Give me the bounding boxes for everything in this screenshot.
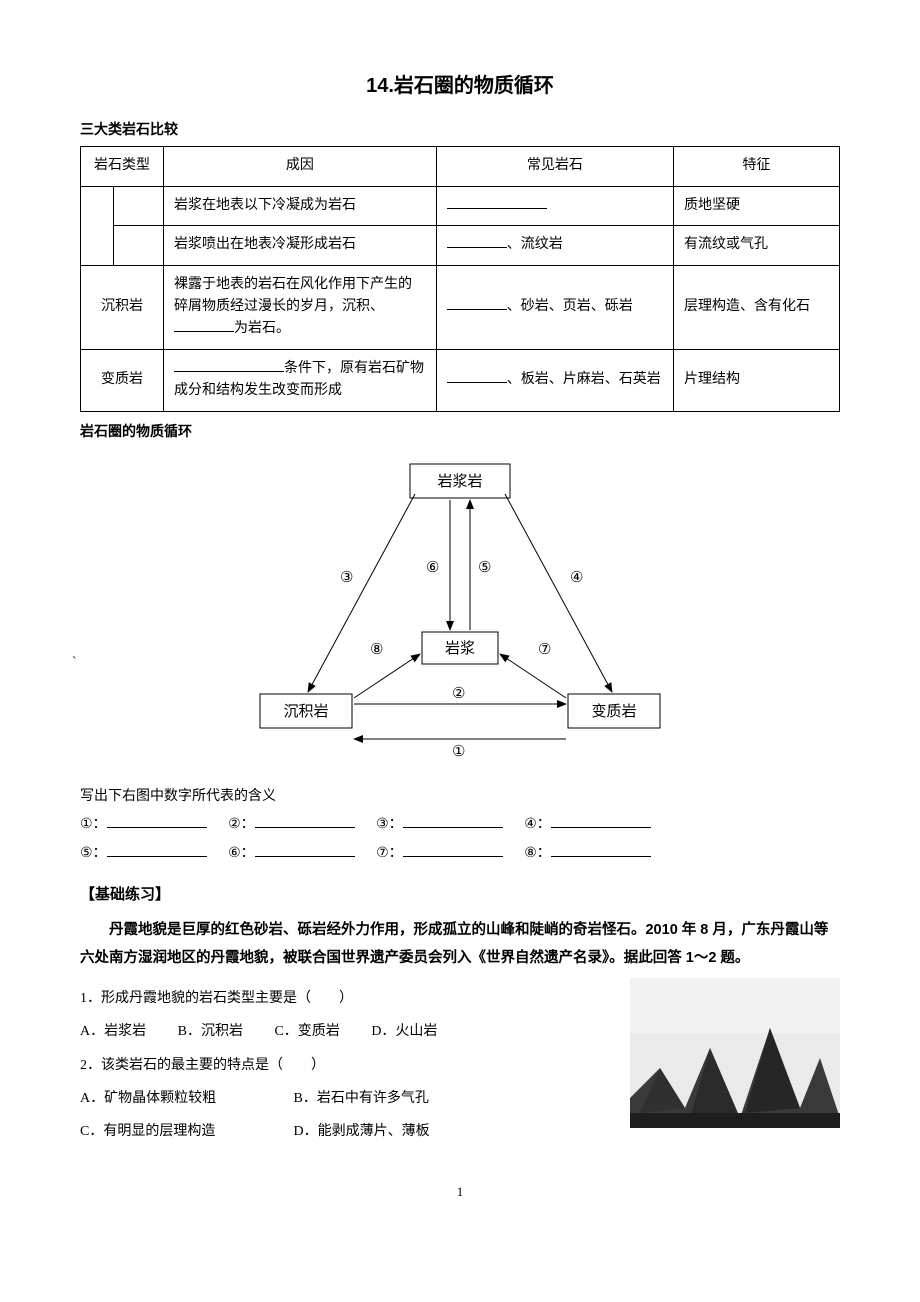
cell-cause-3: 裸露于地表的岩石在风化作用下产生的碎屑物质经过漫长的岁月，沉积、为岩石。: [164, 265, 437, 349]
rock-comparison-table: 岩石类型 成因 常见岩石 特征 岩浆在地表以下冷凝成为岩石 质地坚硬 岩浆喷出在…: [80, 146, 840, 411]
section-rock-cycle: 岩石圈的物质循环: [80, 422, 840, 444]
q2-opt-b[interactable]: B．岩石中有许多气孔: [294, 1086, 504, 1111]
page-number: 1: [80, 1182, 840, 1203]
q2-opt-c[interactable]: C．有明显的层理构造: [80, 1119, 290, 1144]
rock-cycle-diagram: 岩浆岩 岩浆 沉积岩 变质岩 ③ ④ ⑤ ⑥ ⑧ ⑦ ② ①: [80, 454, 840, 774]
cell-rock-3: 、砂岩、页岩、砾岩: [436, 265, 673, 349]
cell-type-sedimentary: 沉积岩: [81, 265, 164, 349]
blank[interactable]: [551, 814, 651, 828]
blank[interactable]: [403, 814, 503, 828]
cell-type-metamorphic: 变质岩: [81, 349, 164, 411]
q2-opt-a[interactable]: A．矿物晶体颗粒较粗: [80, 1086, 290, 1111]
cell-feature-1: 质地坚硬: [673, 186, 839, 225]
fill-l1: ①：: [80, 817, 107, 832]
cell-cause-1: 岩浆在地表以下冷凝成为岩石: [164, 186, 437, 225]
q2-opt-d[interactable]: D．能剥成薄片、薄板: [294, 1119, 504, 1144]
practice-heading: 【基础练习】: [80, 883, 840, 907]
blank[interactable]: [174, 318, 234, 332]
node-right-text: 变质岩: [591, 703, 636, 720]
section-three-rocks: 三大类岩石比较: [80, 120, 840, 142]
blank[interactable]: [107, 843, 207, 857]
rock-suffix-4: 、板岩、片麻岩、石英岩: [507, 372, 661, 387]
question-block: 1．形成丹霞地貌的岩石类型主要是（ ） A．岩浆岩 B．沉积岩 C．变质岩 D．…: [80, 978, 840, 1152]
fill-prompt: 写出下右图中数字所代表的含义: [80, 786, 840, 808]
q1-opt-c[interactable]: C．变质岩: [274, 1019, 339, 1044]
fill-l4: ④：: [524, 817, 551, 832]
cell-subtype-blank-2: [114, 226, 164, 265]
th-cause: 成因: [164, 147, 437, 186]
blank[interactable]: [447, 195, 547, 209]
svg-text:⑤: ⑤: [478, 560, 491, 576]
cycle-svg: 岩浆岩 岩浆 沉积岩 变质岩 ③ ④ ⑤ ⑥ ⑧ ⑦ ② ①: [200, 454, 720, 774]
rock-suffix-3: 、砂岩、页岩、砾岩: [507, 299, 633, 314]
blank[interactable]: [255, 814, 355, 828]
blank[interactable]: [174, 358, 284, 372]
cell-cause-2: 岩浆喷出在地表冷凝形成岩石: [164, 226, 437, 265]
svg-text:⑥: ⑥: [426, 560, 439, 576]
svg-text:③: ③: [340, 570, 353, 586]
svg-text:②: ②: [452, 686, 465, 702]
fill-row-1: ①： ②： ③： ④：: [80, 814, 840, 836]
fill-l5: ⑤：: [80, 846, 107, 861]
cell-rock-1: [436, 186, 673, 225]
table-header-row: 岩石类型 成因 常见岩石 特征: [81, 147, 840, 186]
table-row: 岩浆喷出在地表冷凝形成岩石 、流纹岩 有流纹或气孔: [81, 226, 840, 265]
passage-text: 丹霞地貌是巨厚的红色砂岩、砾岩经外力作用，形成孤立的山峰和陡峭的奇岩怪石。201…: [80, 917, 840, 972]
page-title: 14.岩石圈的物质循环: [80, 70, 840, 102]
cause3b: 为岩石。: [234, 321, 290, 336]
blank[interactable]: [107, 814, 207, 828]
cell-type-igneous-blank: [81, 186, 114, 265]
cell-cause-4: 条件下，原有岩石矿物成分和结构发生改变而形成: [164, 349, 437, 411]
fill-l6: ⑥：: [228, 846, 255, 861]
q1-options: A．岩浆岩 B．沉积岩 C．变质岩 D．火山岩: [80, 1019, 612, 1044]
node-center-text: 岩浆: [445, 639, 475, 657]
q2-stem: 2．该类岩石的最主要的特点是（ ）: [80, 1053, 612, 1078]
blank[interactable]: [447, 234, 507, 248]
fill-l7: ⑦：: [376, 846, 403, 861]
cell-subtype-blank-1: [114, 186, 164, 225]
svg-text:⑦: ⑦: [538, 642, 551, 658]
blank[interactable]: [447, 296, 507, 310]
node-top-text: 岩浆岩: [437, 472, 482, 490]
q2-options-row1: A．矿物晶体颗粒较粗 B．岩石中有许多气孔: [80, 1086, 612, 1111]
cell-feature-3: 层理构造、含有化石: [673, 265, 839, 349]
blank[interactable]: [403, 843, 503, 857]
cell-rock-4: 、板岩、片麻岩、石英岩: [436, 349, 673, 411]
cell-feature-2: 有流纹或气孔: [673, 226, 839, 265]
svg-text:⑧: ⑧: [370, 642, 383, 658]
danxia-photo: [630, 978, 840, 1136]
fill-l8: ⑧：: [524, 846, 551, 861]
cell-rock-2: 、流纹岩: [436, 226, 673, 265]
fill-l3: ③：: [376, 817, 403, 832]
blank[interactable]: [551, 843, 651, 857]
q2-options-row2: C．有明显的层理构造 D．能剥成薄片、薄板: [80, 1119, 612, 1144]
table-row: 沉积岩 裸露于地表的岩石在风化作用下产生的碎屑物质经过漫长的岁月，沉积、为岩石。…: [81, 265, 840, 349]
svg-text:①: ①: [452, 744, 465, 760]
th-feature: 特征: [673, 147, 839, 186]
fill-row-2: ⑤： ⑥： ⑦： ⑧：: [80, 843, 840, 865]
q1-opt-a[interactable]: A．岩浆岩: [80, 1019, 146, 1044]
q1-stem: 1．形成丹霞地貌的岩石类型主要是（ ）: [80, 986, 612, 1011]
cause3a: 裸露于地表的岩石在风化作用下产生的碎屑物质经过漫长的岁月，沉积、: [174, 277, 412, 314]
svg-text:④: ④: [570, 570, 583, 586]
q1-opt-b[interactable]: B．沉积岩: [178, 1019, 243, 1044]
cell-feature-4: 片理结构: [673, 349, 839, 411]
fill-l2: ②：: [228, 817, 255, 832]
blank[interactable]: [255, 843, 355, 857]
blank[interactable]: [447, 369, 507, 383]
questions-column: 1．形成丹霞地貌的岩石类型主要是（ ） A．岩浆岩 B．沉积岩 C．变质岩 D．…: [80, 978, 612, 1152]
rock-suffix-2: 、流纹岩: [507, 237, 563, 252]
th-type: 岩石类型: [81, 147, 164, 186]
node-left-text: 沉积岩: [283, 703, 328, 720]
th-rock: 常见岩石: [436, 147, 673, 186]
q1-opt-d[interactable]: D．火山岩: [371, 1019, 437, 1044]
table-row: 变质岩 条件下，原有岩石矿物成分和结构发生改变而形成 、板岩、片麻岩、石英岩 片…: [81, 349, 840, 411]
table-row: 岩浆在地表以下冷凝成为岩石 质地坚硬: [81, 186, 840, 225]
